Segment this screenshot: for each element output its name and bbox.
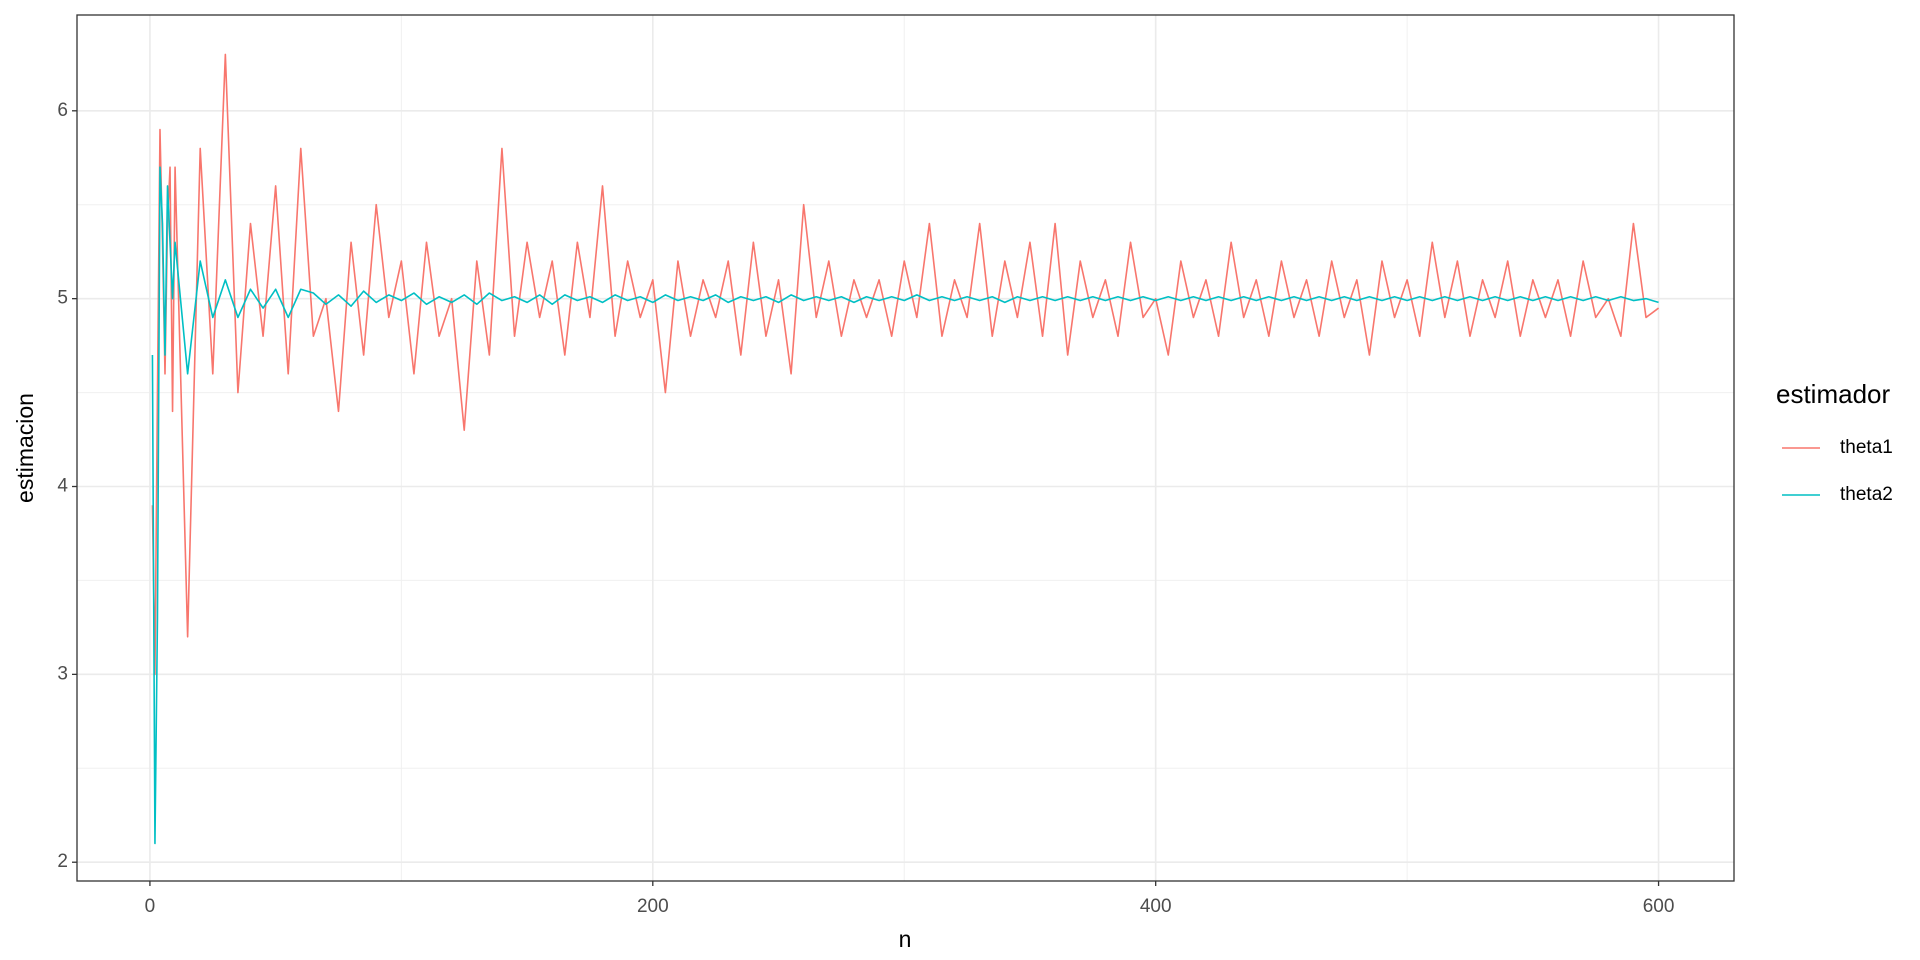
y-tick-label: 5 [57,288,68,309]
x-tick-label: 400 [1140,896,1172,917]
legend-label: theta2 [1840,484,1893,505]
x-tick-label: 200 [637,896,669,917]
y-tick-label: 4 [57,476,68,497]
grid [77,15,1734,881]
panel-background [77,15,1734,881]
x-axis-title: n [899,926,912,952]
y-tick-label: 2 [57,851,68,872]
y-tick-label: 3 [57,663,68,684]
x-tick-label: 0 [145,896,156,917]
series-line [151,53,1660,676]
x-tick-label: 600 [1643,896,1675,917]
panel-border [76,14,1735,882]
legend-title: estimador [1776,379,1890,409]
series-line [151,166,1659,845]
legend-label: theta1 [1840,437,1893,458]
y-tick-label: 6 [57,100,68,121]
y-axis-title: estimacion [12,393,38,503]
plot-lines [151,53,1660,845]
